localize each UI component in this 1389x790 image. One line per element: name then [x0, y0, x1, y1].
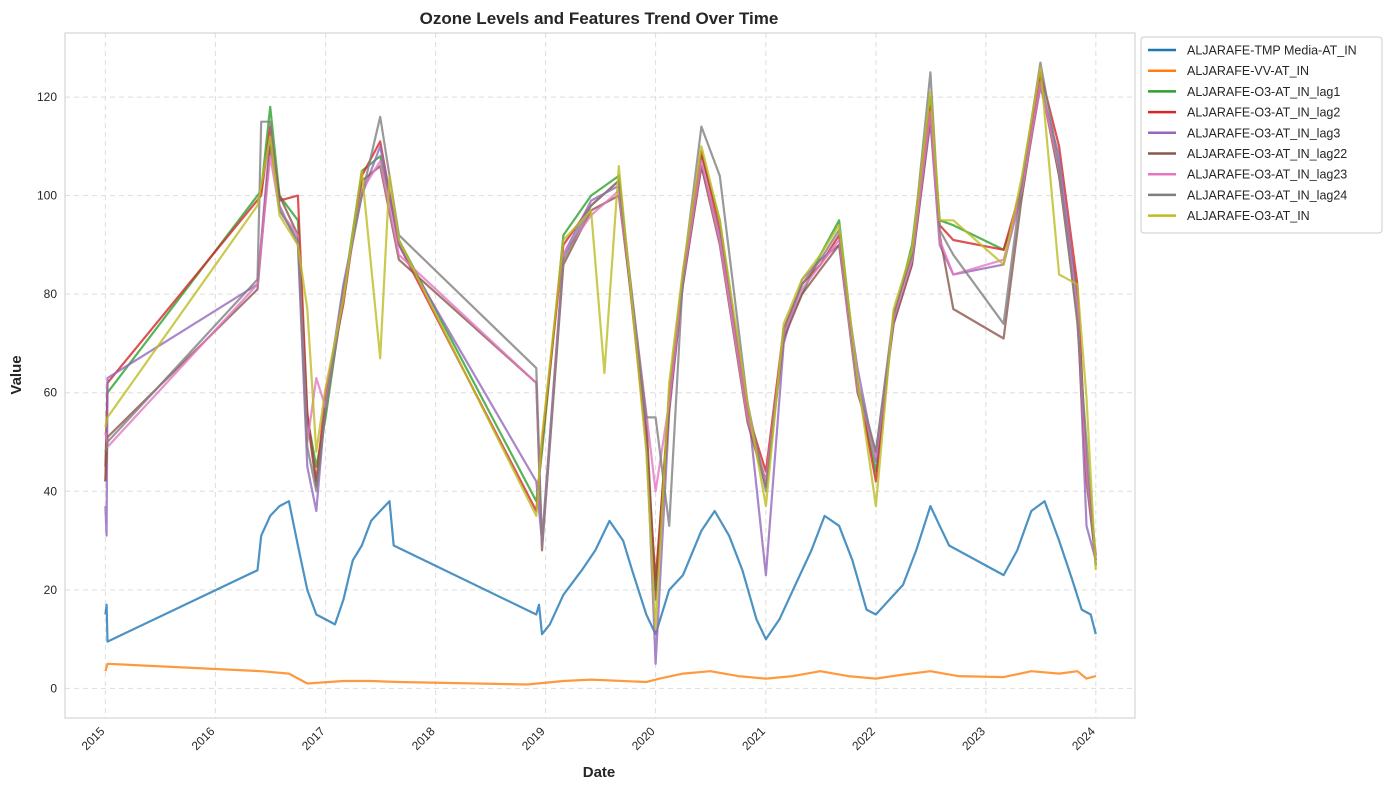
y-tick-label: 40 [44, 484, 58, 498]
legend-label: ALJARAFE-O3-AT_IN_lag23 [1187, 168, 1347, 182]
chart-title: Ozone Levels and Features Trend Over Tim… [420, 9, 779, 28]
y-tick-label: 20 [44, 583, 58, 597]
series-line-1 [104, 662, 1097, 686]
plot-area-frame [64, 32, 1136, 719]
legend-label: ALJARAFE-TMP Media-AT_IN [1187, 44, 1357, 58]
x-tick-label: 2015 [79, 724, 108, 753]
x-tick-label: 2016 [189, 724, 218, 753]
x-tick-label: 2022 [849, 724, 878, 753]
legend-box [1140, 36, 1383, 234]
x-tick-label: 2018 [409, 724, 438, 753]
legend-label: ALJARAFE-O3-AT_IN_lag22 [1187, 147, 1347, 161]
legend-label: ALJARAFE-VV-AT_IN [1187, 64, 1309, 78]
series-line-5 [104, 81, 1097, 601]
y-axis-label: Value [8, 355, 25, 394]
legend-label: ALJARAFE-O3-AT_IN_lag24 [1187, 188, 1347, 202]
series-line-6 [104, 81, 1097, 556]
y-tick-label: 120 [37, 90, 57, 104]
series-line-4 [104, 86, 1097, 665]
y-tick-label: 100 [37, 189, 57, 203]
x-tick-label: 2017 [299, 724, 328, 753]
y-tick-label: 60 [44, 386, 58, 400]
series-layer [104, 61, 1097, 686]
y-tick-label: 0 [50, 681, 57, 695]
legend-label: ALJARAFE-O3-AT_IN [1187, 209, 1310, 223]
y-axis-ticks: 0 20 40 60 80 100 120 [37, 90, 57, 695]
legend-label: ALJARAFE-O3-AT_IN_lag3 [1187, 126, 1340, 140]
x-tick-label: 2023 [959, 724, 988, 753]
legend-label: ALJARAFE-O3-AT_IN_lag2 [1187, 106, 1340, 120]
legend-label: ALJARAFE-O3-AT_IN_lag1 [1187, 85, 1340, 99]
y-tick-label: 80 [44, 287, 58, 301]
x-axis-ticks: 2015 2016 2017 2018 2019 2020 2021 2022 2023 2024 [79, 724, 1098, 753]
x-tick-label: 2020 [629, 724, 658, 753]
series-line-8 [104, 66, 1097, 631]
legend: ALJARAFE-TMP Media-AT_IN ALJARAFE-VV-AT_I… [1140, 36, 1383, 234]
series-line-0 [104, 500, 1097, 643]
grid-lines [65, 33, 1135, 718]
x-tick-label: 2019 [519, 724, 548, 753]
x-axis-label: Date [583, 764, 616, 781]
x-tick-label: 2024 [1069, 724, 1098, 753]
x-tick-label: 2021 [739, 724, 768, 753]
